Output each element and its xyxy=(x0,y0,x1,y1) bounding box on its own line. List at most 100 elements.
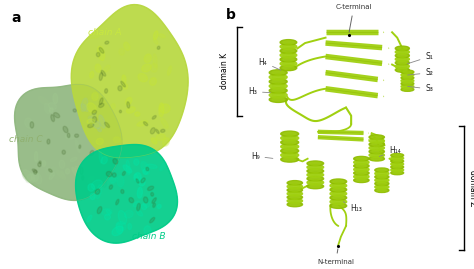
Text: C-terminal: C-terminal xyxy=(336,4,372,32)
Ellipse shape xyxy=(375,188,389,193)
Ellipse shape xyxy=(354,160,369,165)
Ellipse shape xyxy=(371,147,382,149)
Ellipse shape xyxy=(330,199,346,204)
Ellipse shape xyxy=(395,53,410,58)
Ellipse shape xyxy=(62,150,65,154)
Ellipse shape xyxy=(74,134,79,137)
Ellipse shape xyxy=(113,159,118,164)
Ellipse shape xyxy=(395,50,410,54)
Polygon shape xyxy=(71,5,188,158)
Ellipse shape xyxy=(95,189,100,194)
Ellipse shape xyxy=(310,181,321,184)
Ellipse shape xyxy=(393,169,401,171)
Ellipse shape xyxy=(307,161,324,166)
Ellipse shape xyxy=(356,168,367,171)
Text: a: a xyxy=(11,11,20,25)
Ellipse shape xyxy=(48,103,56,109)
Ellipse shape xyxy=(330,203,346,208)
Ellipse shape xyxy=(269,74,287,80)
Ellipse shape xyxy=(88,184,94,191)
Ellipse shape xyxy=(46,167,52,176)
Ellipse shape xyxy=(393,172,401,174)
Ellipse shape xyxy=(96,52,100,57)
Ellipse shape xyxy=(307,180,324,185)
Ellipse shape xyxy=(272,71,284,74)
Ellipse shape xyxy=(133,201,140,207)
Ellipse shape xyxy=(375,178,389,182)
Ellipse shape xyxy=(269,83,287,89)
Ellipse shape xyxy=(87,119,95,124)
Ellipse shape xyxy=(119,110,121,113)
Ellipse shape xyxy=(73,109,76,112)
Text: chain C: chain C xyxy=(9,135,43,144)
Ellipse shape xyxy=(47,139,50,144)
Ellipse shape xyxy=(65,134,75,139)
Ellipse shape xyxy=(42,161,46,167)
Ellipse shape xyxy=(34,170,37,174)
Ellipse shape xyxy=(371,143,382,146)
Text: chain A: chain A xyxy=(88,28,121,37)
Ellipse shape xyxy=(330,191,346,196)
Text: H₃: H₃ xyxy=(248,87,270,96)
Text: domain K: domain K xyxy=(220,53,229,89)
Ellipse shape xyxy=(128,223,132,230)
Ellipse shape xyxy=(105,89,108,93)
Ellipse shape xyxy=(51,115,55,122)
Ellipse shape xyxy=(330,179,346,184)
Ellipse shape xyxy=(281,131,299,137)
Ellipse shape xyxy=(75,140,80,153)
Ellipse shape xyxy=(283,41,294,44)
Ellipse shape xyxy=(38,162,41,167)
Ellipse shape xyxy=(403,71,412,73)
Ellipse shape xyxy=(283,145,296,148)
Ellipse shape xyxy=(310,166,321,169)
Ellipse shape xyxy=(143,169,148,175)
Ellipse shape xyxy=(95,64,101,72)
Ellipse shape xyxy=(375,168,389,172)
Ellipse shape xyxy=(272,84,284,88)
Ellipse shape xyxy=(136,179,139,183)
Ellipse shape xyxy=(290,185,300,188)
Ellipse shape xyxy=(135,112,140,116)
Ellipse shape xyxy=(109,175,116,183)
Ellipse shape xyxy=(272,93,284,97)
Ellipse shape xyxy=(127,102,130,108)
Ellipse shape xyxy=(371,157,382,160)
Ellipse shape xyxy=(377,176,387,178)
Ellipse shape xyxy=(403,74,412,76)
Ellipse shape xyxy=(72,167,78,177)
Ellipse shape xyxy=(49,172,55,179)
Ellipse shape xyxy=(143,200,149,207)
Ellipse shape xyxy=(287,195,302,200)
Ellipse shape xyxy=(90,150,94,155)
Ellipse shape xyxy=(371,136,382,139)
Ellipse shape xyxy=(310,169,321,172)
Ellipse shape xyxy=(371,150,382,153)
Ellipse shape xyxy=(63,126,68,133)
Ellipse shape xyxy=(354,167,369,172)
Text: H₁₄: H₁₄ xyxy=(379,146,401,156)
Ellipse shape xyxy=(105,122,109,128)
Ellipse shape xyxy=(356,175,367,178)
Polygon shape xyxy=(15,84,122,200)
Ellipse shape xyxy=(369,135,384,140)
Ellipse shape xyxy=(287,188,302,192)
Ellipse shape xyxy=(283,62,294,65)
Ellipse shape xyxy=(144,226,151,235)
Ellipse shape xyxy=(87,176,94,184)
Ellipse shape xyxy=(81,98,88,111)
Ellipse shape xyxy=(79,145,81,148)
Ellipse shape xyxy=(356,165,367,167)
Ellipse shape xyxy=(375,175,389,179)
Ellipse shape xyxy=(109,185,113,189)
Ellipse shape xyxy=(67,133,70,138)
Ellipse shape xyxy=(101,208,112,215)
Ellipse shape xyxy=(307,169,324,174)
Ellipse shape xyxy=(393,163,401,165)
Ellipse shape xyxy=(142,64,151,72)
Ellipse shape xyxy=(157,46,160,49)
Ellipse shape xyxy=(333,204,344,207)
Ellipse shape xyxy=(307,184,324,189)
Ellipse shape xyxy=(310,177,321,180)
Ellipse shape xyxy=(269,88,287,93)
